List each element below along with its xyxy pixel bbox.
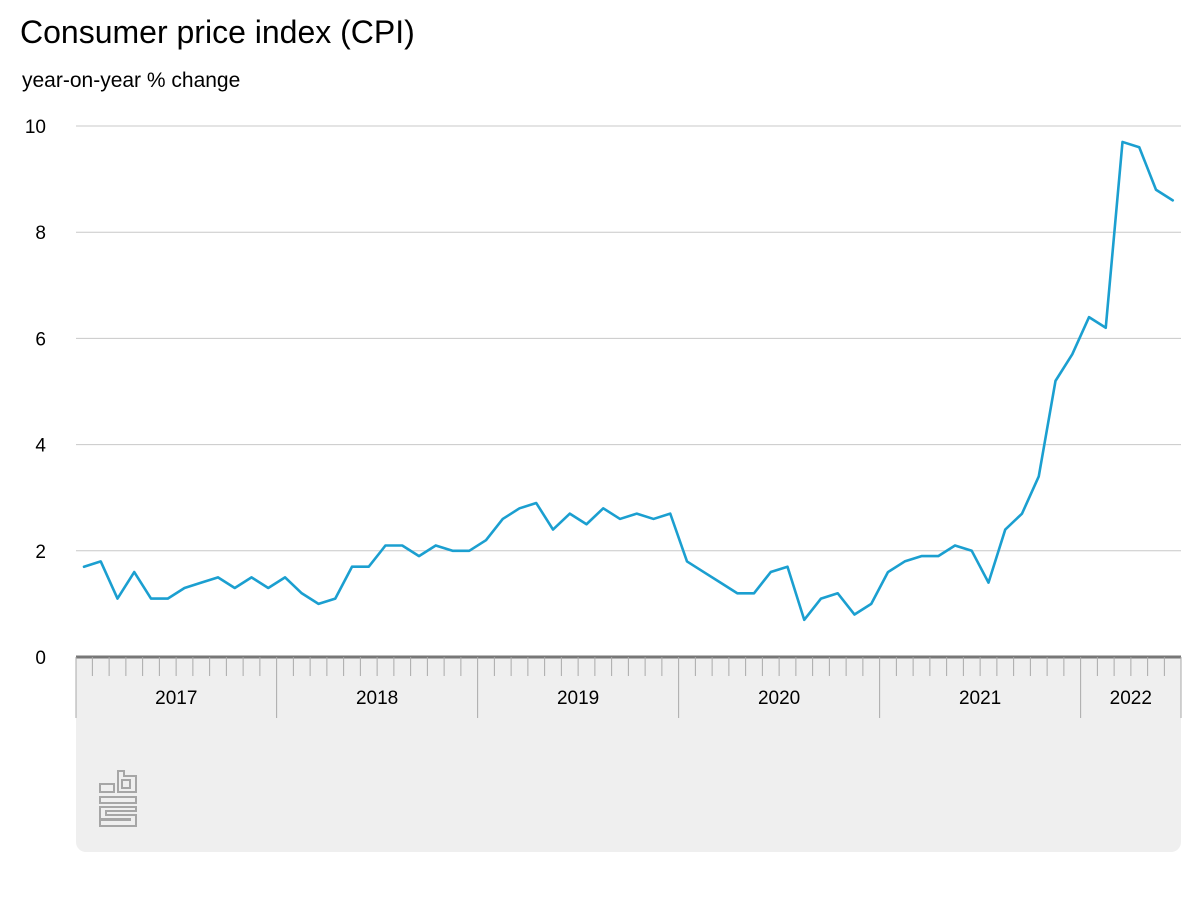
x-tick-label: 2020 [758,688,800,709]
series-group [82,140,1175,622]
y-axis-label: year-on-year % change [22,69,241,92]
series-line [82,140,1175,622]
y-tick-labels: 0 2 4 6 8 10 [25,117,47,669]
y-tick-label: 4 [35,436,46,457]
x-tick-labels: 2017 2018 2019 2020 2021 2022 [155,688,1152,709]
y-tick-label: 8 [35,223,46,244]
x-tick-label: 2017 [155,688,197,709]
cbs-logo-icon [99,770,137,827]
x-tick-label: 2022 [1110,688,1152,709]
x-tick-label: 2018 [356,688,398,709]
chart-title: Consumer price index (CPI) [20,14,415,50]
x-axis-panel [76,657,1181,852]
y-tick-label: 6 [35,329,46,350]
y-tick-label: 2 [35,542,46,563]
x-tick-label: 2021 [959,688,1001,709]
gridlines [76,125,1181,552]
y-tick-label: 0 [35,648,46,669]
x-tick-label: 2019 [557,688,599,709]
x-axis [75,655,1182,718]
y-tick-label: 10 [25,117,46,138]
